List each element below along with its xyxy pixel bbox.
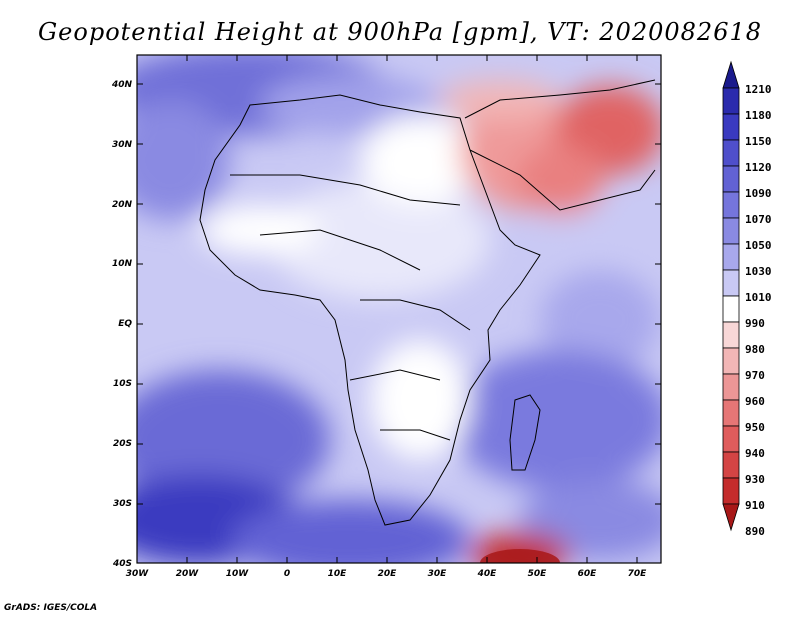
lon-tick-label: 30E	[428, 569, 448, 579]
colorbar-arrow-top	[722, 60, 740, 89]
colorbar-label: 960	[745, 395, 765, 408]
lon-tick-label: 40E	[477, 569, 498, 579]
colorbar-label: 1070	[745, 213, 772, 226]
colorbar-swatch	[722, 321, 740, 349]
lat-tick-label: 30N	[112, 140, 133, 150]
colorbar-arrow-bottom	[722, 503, 740, 532]
colorbar-label: 1090	[745, 187, 772, 200]
colorbar-label: 980	[745, 343, 765, 356]
colorbar-swatch	[722, 347, 740, 375]
grads-credit: GrADS: IGES/COLA	[4, 603, 98, 613]
lat-tick-label: 10S	[113, 379, 132, 389]
lat-tick-label: 40N	[111, 80, 133, 90]
lon-tick-label: 10W	[226, 569, 250, 579]
colorbar-swatch	[722, 399, 740, 427]
lon-tick-label: 50E	[528, 569, 548, 579]
lat-tick-label: EQ	[118, 319, 132, 329]
colorbar-label: 1120	[745, 161, 772, 174]
colorbar-label: 1030	[745, 265, 772, 278]
lon-tick-label: 70E	[628, 569, 648, 579]
colorbar-label: 890	[745, 525, 765, 538]
colorbar-label: 940	[745, 447, 765, 460]
colorbar-swatch	[722, 139, 740, 167]
colorbar-swatch	[722, 243, 740, 271]
colorbar-swatch	[722, 191, 740, 219]
lat-tick-label: 10N	[112, 259, 133, 269]
colorbar-label: 1210	[745, 83, 772, 96]
colorbar-label: 970	[745, 369, 765, 382]
colorbar-swatch	[722, 269, 740, 297]
lon-tick-label: 20W	[176, 569, 200, 579]
lon-tick-label: 20E	[378, 569, 398, 579]
lat-tick-label: 30S	[113, 499, 132, 509]
lon-axis: 30W 20W 10W 0 10E 20E 30E 40E 50E 60E 70…	[126, 569, 647, 579]
map-title: Geopotential Height at 900hPa [gpm], VT:…	[38, 18, 762, 46]
coastlines	[199, 79, 656, 526]
colorbar-swatch	[722, 113, 740, 141]
lat-axis: 40N 30N 20N 10N EQ 10S 20S 30S 40S	[111, 80, 133, 569]
colorbar-labels: 1210 1180 1150 1120 1090 1070 1050 1030 …	[745, 83, 772, 538]
colorbar-label: 930	[745, 473, 765, 486]
lon-tick-label: 60E	[578, 569, 598, 579]
colorbar-swatch	[722, 165, 740, 193]
lat-tick-label: 20S	[113, 439, 132, 449]
colorbar-swatch	[722, 477, 740, 505]
colorbar	[722, 60, 740, 532]
lat-tick-label: 20N	[112, 200, 133, 210]
colorbar-label: 950	[745, 421, 765, 434]
colorbar-swatch	[722, 425, 740, 453]
colorbar-swatch	[722, 295, 740, 323]
lon-tick-label: 30W	[126, 569, 150, 579]
colorbar-label: 910	[745, 499, 765, 512]
tick-marks	[136, 55, 661, 563]
colorbar-label: 1010	[745, 291, 772, 304]
colorbar-label: 1180	[745, 109, 772, 122]
colorbar-swatch	[722, 87, 740, 115]
plot-frame	[136, 54, 662, 564]
colorbar-swatch	[722, 373, 740, 401]
height-field	[137, 55, 661, 563]
lon-tick-label: 10E	[328, 569, 348, 579]
lat-tick-label: 40S	[112, 559, 132, 569]
colorbar-label: 1150	[745, 135, 772, 148]
colorbar-swatch	[722, 451, 740, 479]
lon-tick-label: 0	[284, 569, 290, 579]
colorbar-label: 990	[745, 317, 765, 330]
colorbar-label: 1050	[745, 239, 772, 252]
colorbar-swatch	[722, 217, 740, 245]
